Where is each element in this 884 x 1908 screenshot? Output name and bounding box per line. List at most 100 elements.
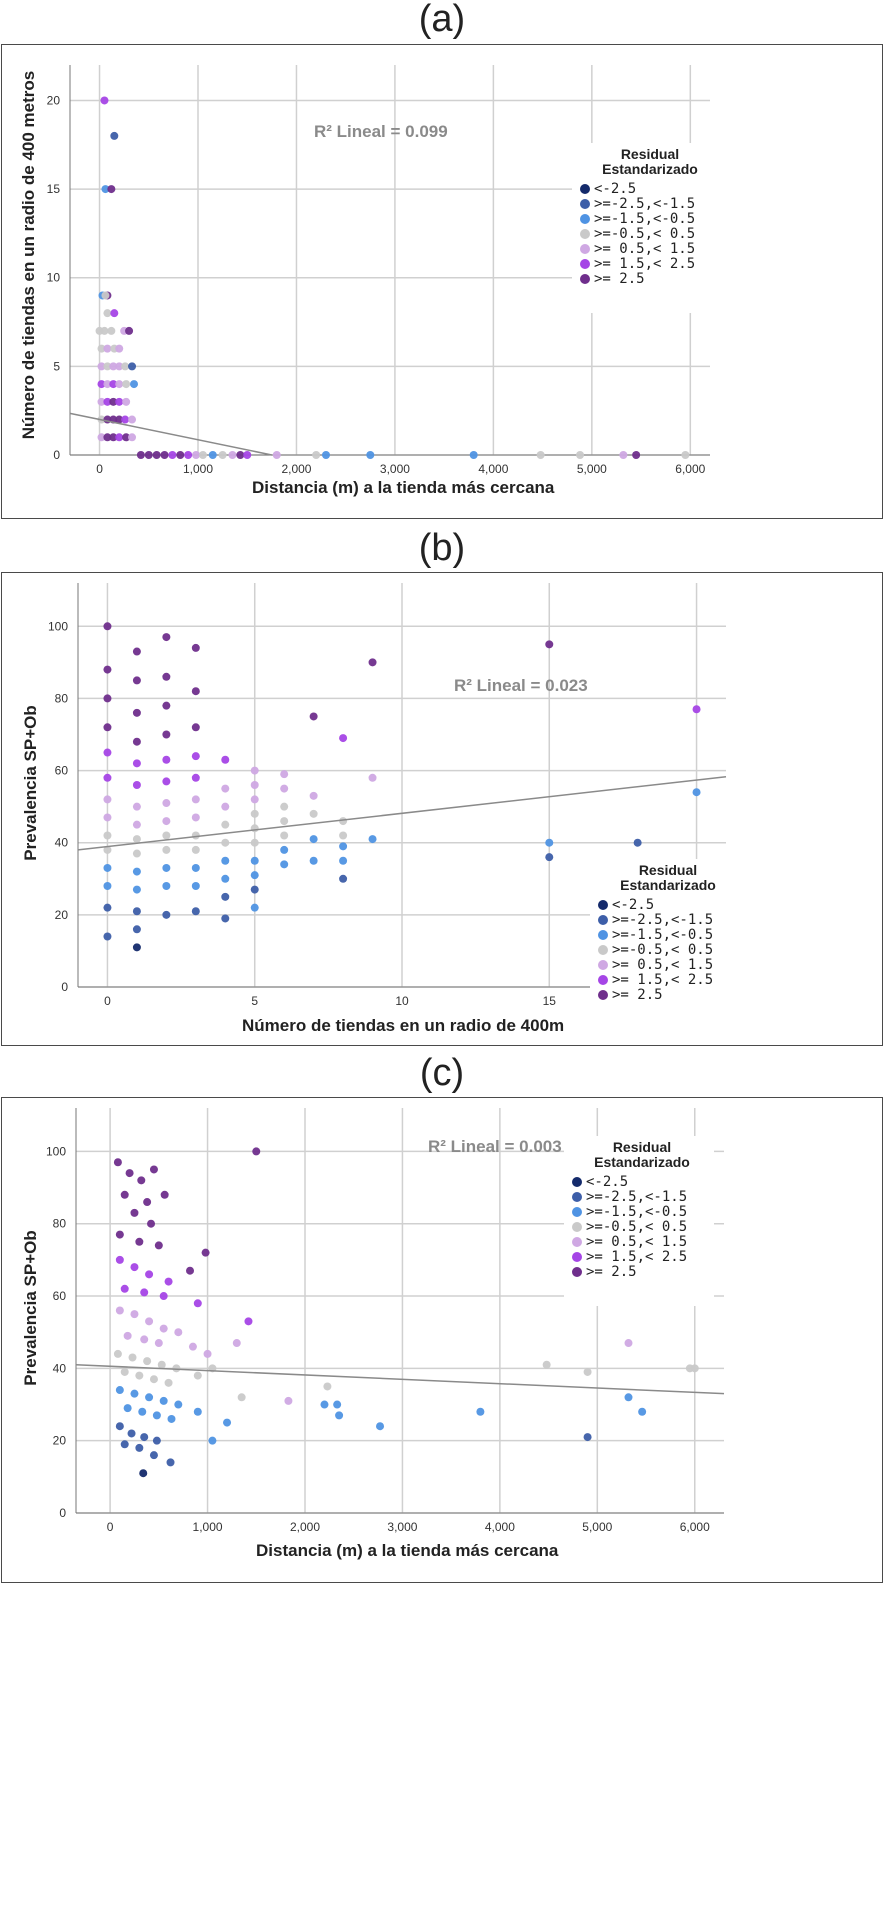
data-point (120, 1190, 129, 1199)
legend-swatch (572, 1237, 582, 1247)
data-point (188, 1342, 197, 1351)
y-tick-label: 80 (55, 691, 69, 705)
x-tick-label: 6,000 (680, 1520, 710, 1534)
data-point (339, 734, 348, 743)
y-tick-label: 0 (53, 448, 60, 462)
legend-swatch (572, 1267, 582, 1277)
x-axis-title: Distancia (m) a la tienda más cercana (252, 478, 555, 497)
data-point (159, 1396, 168, 1405)
x-axis-title: Número de tiendas en un radio de 400m (242, 1016, 564, 1035)
data-point (250, 885, 259, 894)
data-point (339, 817, 348, 826)
data-point (128, 362, 137, 371)
data-point (130, 1263, 139, 1272)
data-point (135, 1371, 144, 1380)
data-point (193, 1299, 202, 1308)
data-point (145, 1393, 154, 1402)
data-point (320, 1400, 329, 1409)
data-point (162, 730, 171, 739)
legend-background (572, 143, 722, 313)
data-point (115, 344, 124, 353)
data-point (176, 451, 185, 459)
data-point (201, 1248, 210, 1257)
legend-item-label: >= 0.5,< 1.5 (586, 1234, 687, 1250)
data-point (162, 799, 171, 808)
x-tick-label: 4,000 (485, 1520, 515, 1534)
legend-swatch (598, 915, 608, 925)
y-tick-label: 20 (55, 908, 69, 922)
data-point (109, 380, 118, 389)
data-point (110, 309, 119, 318)
y-tick-label: 80 (53, 1217, 67, 1231)
data-point (186, 1266, 195, 1275)
data-point (250, 856, 259, 865)
data-point (162, 633, 171, 642)
data-point (376, 1422, 385, 1431)
data-point (103, 882, 112, 890)
data-point (115, 1255, 124, 1264)
data-point (120, 1284, 129, 1293)
data-point (149, 1451, 158, 1460)
legend-swatch (580, 214, 590, 224)
y-axis-title: Prevalencia SP+Ob (21, 705, 40, 860)
data-point (638, 1407, 647, 1416)
panel-label-b: (b) (418, 527, 466, 569)
data-point (312, 451, 321, 459)
data-point (164, 1378, 173, 1387)
legend-item-label: <-2.5 (594, 181, 636, 197)
x-tick-label: 2,000 (290, 1520, 320, 1534)
chart-panel-c: 0 1,000 2,000 3,000 4,000 5,000 6,000 0 20 40 60 80… (1, 1097, 883, 1583)
data-point (132, 802, 141, 811)
data-point (103, 845, 112, 854)
data-point (335, 1411, 344, 1420)
data-point (132, 849, 141, 858)
legend-swatch (572, 1192, 582, 1202)
legend-swatch (580, 259, 590, 269)
legend-item-label: >=-0.5,< 0.5 (586, 1219, 687, 1235)
data-point (250, 781, 259, 789)
legend-item-label: >= 1.5,< 2.5 (594, 256, 695, 272)
data-point (132, 708, 141, 717)
y-tick-label: 5 (53, 359, 60, 373)
data-point (162, 777, 171, 786)
data-point (191, 773, 200, 782)
legend-item-label: >=-1.5,<-0.5 (594, 211, 695, 227)
data-point (157, 1360, 166, 1369)
y-axis-title: Número de tiendas en un radio de 400 met… (19, 71, 38, 439)
data-point (115, 433, 124, 442)
data-point (154, 1339, 163, 1348)
data-point (250, 838, 259, 847)
data-point (174, 1328, 183, 1337)
data-point (309, 809, 318, 818)
data-point (583, 1433, 592, 1442)
data-point (113, 1158, 122, 1167)
data-point (152, 1411, 161, 1420)
scatter-plot-b: 05101520020406080100R² Lineal = 0.023Res… (21, 583, 740, 1035)
data-point (284, 1396, 293, 1405)
legend-item-label: >= 2.5 (594, 271, 645, 287)
x-tick-label: 5,000 (577, 462, 607, 476)
data-point (132, 676, 141, 685)
data-point (103, 932, 112, 941)
data-point (323, 1382, 332, 1391)
chart-panel-a: 0 1,000 2,000 3,000 4,000 5,000 6,000 0 5 10 15 20 R… (1, 44, 883, 519)
x-tick-label: 0 (104, 994, 111, 1008)
data-point (476, 1407, 485, 1416)
data-point (97, 362, 106, 371)
data-point (139, 1469, 148, 1478)
legend-item-label: >= 1.5,< 2.5 (586, 1249, 687, 1265)
data-point (121, 415, 130, 424)
data-point (154, 1241, 163, 1250)
data-point (103, 344, 112, 353)
data-point (272, 451, 281, 459)
data-point (97, 433, 106, 442)
data-point (103, 723, 112, 732)
y-tick-label: 100 (46, 1144, 66, 1158)
data-point (110, 131, 119, 140)
x-tick-label: 1,000 (193, 1520, 223, 1534)
chart-panel-b: 05101520020406080100R² Lineal = 0.023Res… (1, 572, 883, 1046)
data-point (97, 397, 106, 406)
data-point (103, 903, 112, 912)
legend-swatch (580, 229, 590, 239)
data-point (223, 1418, 232, 1427)
